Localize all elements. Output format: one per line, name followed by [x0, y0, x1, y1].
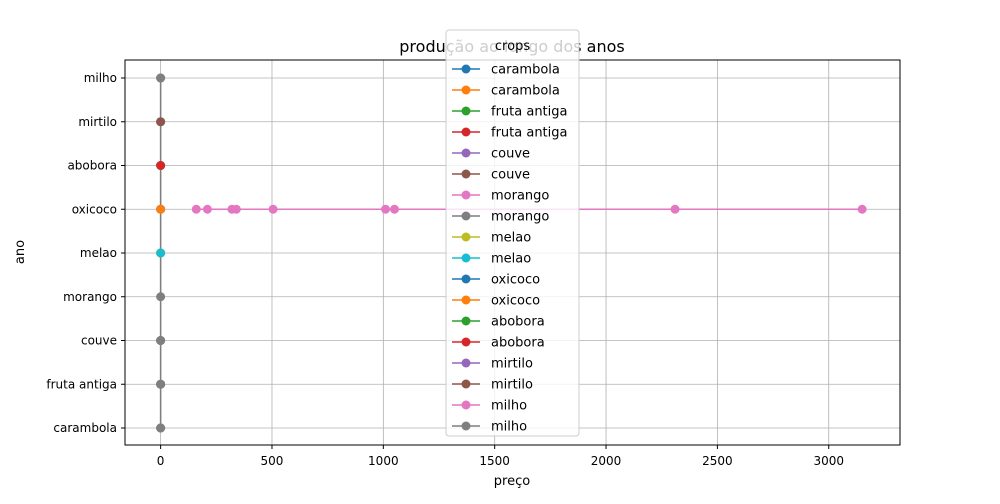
legend-entry: mirtilo: [491, 357, 533, 372]
legend-swatch-marker: [461, 64, 471, 74]
legend-swatch-marker: [461, 85, 471, 95]
data-point: [231, 204, 241, 214]
legend-swatch-marker: [461, 106, 471, 116]
legend-entry: morango: [491, 189, 549, 204]
y-tick-label: milho: [84, 71, 117, 85]
data-point: [857, 204, 867, 214]
data-point: [156, 204, 166, 214]
y-axis-label: ano: [13, 240, 28, 264]
data-point: [191, 204, 201, 214]
legend-swatch-marker: [461, 127, 471, 137]
legend-swatch-marker: [461, 190, 471, 200]
legend-entry: couve: [491, 147, 530, 162]
legend-entry: fruta antiga: [491, 105, 568, 120]
data-point: [389, 204, 399, 214]
legend-entry: milho: [491, 420, 527, 435]
x-axis-label: preço: [494, 474, 530, 489]
legend-swatch-marker: [461, 379, 471, 389]
legend-swatch-marker: [461, 232, 471, 242]
legend-swatch-marker: [461, 274, 471, 284]
y-tick-label: carambola: [53, 421, 117, 435]
legend-entry: melao: [491, 252, 531, 267]
legend-entry: melao: [491, 231, 531, 246]
legend-entry: morango: [491, 210, 549, 225]
legend-swatch-marker: [461, 169, 471, 179]
y-tick-label: fruta antiga: [46, 377, 117, 391]
legend-swatch-marker: [461, 400, 471, 410]
legend-entry: carambola: [491, 84, 560, 99]
legend-entry: fruta antiga: [491, 126, 568, 141]
legend-swatch-marker: [461, 148, 471, 158]
tick-layer: 0 500 1000 1500 2000 2500 3000 carambola fruta a…: [46, 71, 844, 468]
x-tick-label: 1000: [368, 454, 399, 468]
legend-entry: couve: [491, 168, 530, 183]
x-tick-label: 1500: [479, 454, 510, 468]
legend-title: crops: [495, 39, 530, 54]
data-point: [156, 336, 166, 345]
data-point: [156, 73, 166, 83]
data-point: [156, 161, 166, 170]
x-tick-label: 2500: [702, 454, 733, 468]
legend-entry: oxicoco: [491, 294, 540, 309]
data-point: [156, 379, 166, 389]
legend-entry: milho: [491, 399, 527, 414]
series-layer: [156, 73, 867, 433]
x-tick-label: 0: [157, 454, 165, 468]
y-tick-label: morango: [63, 290, 117, 304]
legend-entry: oxicoco: [491, 273, 540, 288]
legend-entry: abobora: [491, 315, 545, 330]
y-tick-label: melao: [80, 246, 117, 260]
data-point: [670, 204, 680, 214]
x-tick-label: 2000: [591, 454, 622, 468]
y-tick-label: mirtilo: [78, 115, 117, 129]
legend-entry: carambola: [491, 63, 560, 78]
y-tick-label: abobora: [67, 159, 117, 173]
y-tick-label: oxicoco: [72, 202, 117, 216]
legend-swatch-marker: [461, 337, 471, 347]
legend-swatch-marker: [461, 358, 471, 368]
data-point: [202, 204, 212, 214]
legend-swatch-marker: [461, 211, 471, 221]
data-point: [156, 248, 166, 258]
legend-swatch-marker: [461, 421, 471, 431]
legend-entry: abobora: [491, 336, 545, 351]
x-tick-label: 500: [261, 454, 284, 468]
data-point: [156, 117, 166, 127]
data-point: [156, 292, 166, 302]
data-point: [381, 204, 391, 214]
legend: crops carambola carambola fruta antiga fruta…: [445, 29, 580, 437]
data-point: [268, 204, 278, 214]
legend-entry: mirtilo: [491, 378, 533, 393]
y-tick-label: couve: [81, 334, 117, 348]
legend-swatch-marker: [461, 253, 471, 263]
legend-swatch-marker: [461, 295, 471, 305]
data-point: [156, 423, 166, 433]
x-tick-label: 3000: [813, 454, 844, 468]
legend-swatch-marker: [461, 316, 471, 326]
